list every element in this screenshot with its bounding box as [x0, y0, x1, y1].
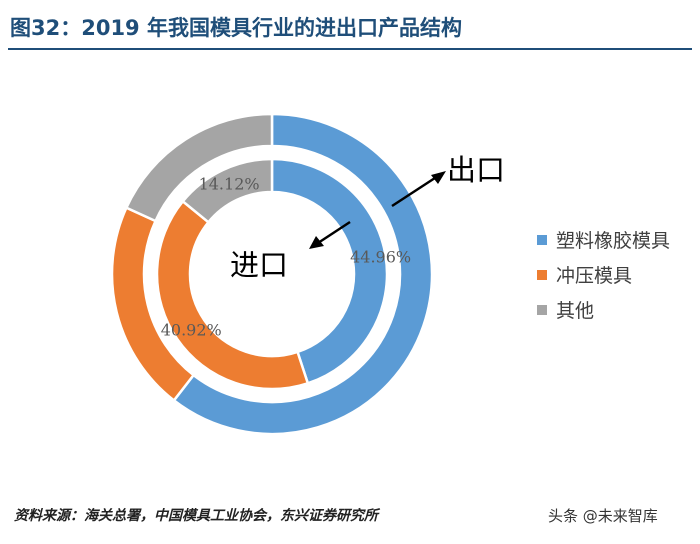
legend-swatch	[537, 304, 547, 315]
export-slice	[124, 112, 274, 223]
import-annotation: 进口	[230, 248, 288, 282]
legend-label: 塑料橡胶模具	[556, 230, 671, 252]
import-slice	[181, 157, 274, 224]
legend-swatch	[537, 269, 547, 280]
title-divider	[8, 48, 692, 50]
import-slice	[155, 199, 310, 391]
import-arrow-icon	[317, 220, 351, 245]
annotations: 出口 进口	[230, 153, 505, 282]
legend-item: 其他	[537, 292, 670, 327]
data-labels: 44.96% 40.92% 14.12%	[161, 175, 411, 340]
legend-item: 冲压模具	[537, 257, 670, 292]
export-slice	[172, 112, 434, 436]
legend-item: 塑料橡胶模具	[537, 222, 670, 257]
import-slice	[270, 157, 389, 385]
data-label: 14.12%	[199, 175, 260, 194]
export-annotation: 出口	[447, 153, 505, 187]
data-label: 44.96%	[350, 248, 411, 267]
legend-label: 冲压模具	[556, 265, 633, 287]
chart-title: 图32：2019 年我国模具行业的进出口产品结构	[10, 16, 462, 40]
legend-label: 其他	[556, 300, 595, 322]
legend-swatch	[537, 234, 547, 245]
outer-ring-export	[110, 112, 434, 436]
export-arrow-icon	[391, 174, 439, 208]
inner-ring-import	[155, 157, 389, 391]
legend: 塑料橡胶模具 冲压模具 其他	[537, 222, 670, 327]
watermark: 头条 @未来智库	[548, 507, 658, 525]
export-arrow-head-icon	[431, 171, 446, 184]
data-label: 40.92%	[161, 320, 222, 339]
source-note: 资料来源：海关总署，中国模具工业协会，东兴证券研究所	[14, 508, 378, 524]
import-arrow-head-icon	[309, 236, 324, 249]
